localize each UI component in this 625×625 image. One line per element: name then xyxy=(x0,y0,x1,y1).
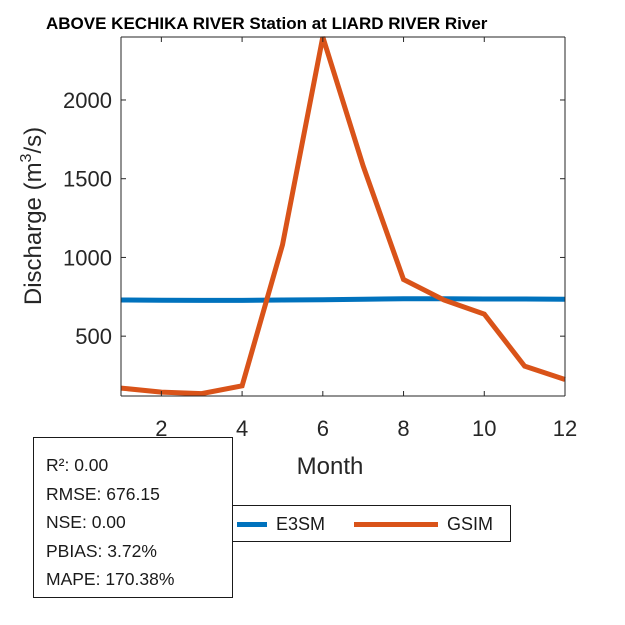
y-tick-label: 2000 xyxy=(63,88,112,113)
series-layer xyxy=(120,36,566,397)
y-tick-label: 500 xyxy=(75,324,112,349)
ticks-layer: 2 4 6 8 10 12 500 1000 1500 2000 xyxy=(63,37,577,441)
x-tick-label: 6 xyxy=(317,416,329,441)
stat-rmse: RMSE: 676.15 xyxy=(46,483,160,504)
y-axis-label-superscript: 3 xyxy=(18,153,35,162)
y-axis-label-end: /s) xyxy=(20,127,47,154)
legend-item-e3sm: E3SM xyxy=(237,506,325,543)
x-tick-label: 4 xyxy=(236,416,248,441)
legend-item-gsim: GSIM xyxy=(354,506,493,543)
stat-nse: NSE: 0.00 xyxy=(46,512,126,532)
x-tick-label: 8 xyxy=(397,416,409,441)
x-tick-label: 10 xyxy=(472,416,496,441)
stat-pbias: PBIAS: 3.72% xyxy=(46,540,157,561)
stat-r2: R²: 0.00 xyxy=(46,455,109,475)
y-axis-label: Discharge (m3/s) xyxy=(18,127,47,305)
legend-swatch-e3sm xyxy=(237,522,267,527)
legend: E3SM GSIM xyxy=(233,505,511,542)
chart-title: ABOVE KECHIKA RIVER Station at LIARD RIV… xyxy=(46,14,488,33)
legend-label-gsim: GSIM xyxy=(447,514,494,534)
x-tick-label: 2 xyxy=(155,416,167,441)
y-tick-label: 1000 xyxy=(63,245,112,270)
y-tick-label: 1500 xyxy=(63,167,112,192)
legend-label-e3sm: E3SM xyxy=(276,514,326,534)
series-line-e3sm xyxy=(120,296,566,303)
legend-swatch-gsim xyxy=(354,522,438,527)
x-axis-label: Month xyxy=(297,453,364,480)
series-line-gsim xyxy=(120,36,566,397)
stat-mape: MAPE: 170.38% xyxy=(46,569,175,589)
x-tick-label: 12 xyxy=(553,416,577,441)
stats-box: R²: 0.00 RMSE: 676.15 NSE: 0.00 PBIAS: 3… xyxy=(33,437,233,598)
y-axis-label-base: Discharge (m xyxy=(20,162,47,305)
plot-area xyxy=(121,37,565,396)
plot-background xyxy=(121,37,565,396)
